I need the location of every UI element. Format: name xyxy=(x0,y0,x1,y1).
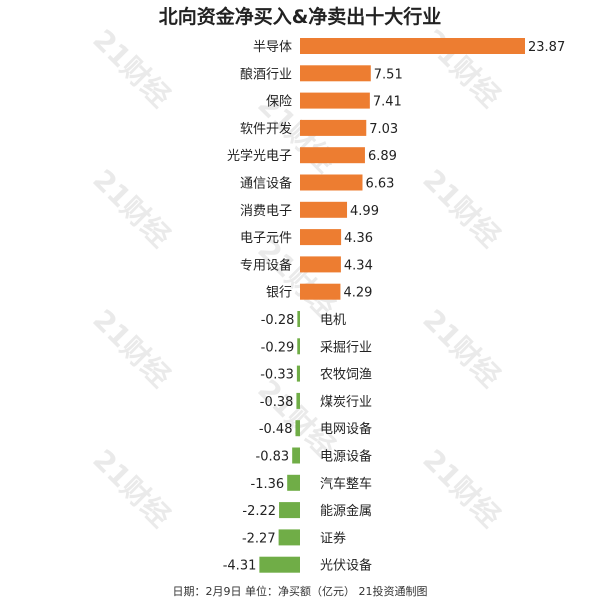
value-label-16: -1.36 xyxy=(251,477,285,492)
bar-16 xyxy=(287,474,300,491)
value-label-10: -0.28 xyxy=(261,313,295,328)
category-label-14: 电网设备 xyxy=(320,421,372,437)
watermark-logo: 21财经 xyxy=(416,303,506,393)
value-label-3: 7.03 xyxy=(369,122,398,137)
category-label-11: 采掘行业 xyxy=(320,340,372,355)
watermark-logo: 21财经 xyxy=(416,443,506,533)
watermark-logo: 21财经 xyxy=(86,163,176,253)
bar-8 xyxy=(300,256,341,273)
watermark-logo: 21财经 xyxy=(86,303,176,393)
category-label-10: 电机 xyxy=(320,313,346,328)
bar-19 xyxy=(259,556,300,573)
category-label-18: 证券 xyxy=(320,530,346,546)
category-label-5: 通信设备 xyxy=(240,176,292,192)
bar-15 xyxy=(292,447,300,464)
value-label-19: -4.31 xyxy=(223,559,257,574)
value-label-9: 4.29 xyxy=(343,286,372,301)
bar-2 xyxy=(300,92,370,109)
bar-18 xyxy=(278,529,300,546)
watermark-logo: 21财经 xyxy=(416,163,506,253)
category-label-1: 酿酒行业 xyxy=(240,66,292,82)
value-label-18: -2.27 xyxy=(242,531,276,546)
bar-6 xyxy=(300,201,348,218)
value-label-0: 23.87 xyxy=(528,40,565,55)
bar-0 xyxy=(300,38,525,54)
value-label-13: -0.38 xyxy=(260,395,294,410)
category-label-4: 光学光电子 xyxy=(227,148,292,164)
category-label-17: 能源金属 xyxy=(320,503,372,519)
bar-5 xyxy=(300,174,363,191)
bar-10 xyxy=(297,311,300,327)
category-label-15: 电源设备 xyxy=(320,449,372,465)
category-label-0: 半导体 xyxy=(253,40,292,55)
value-label-12: -0.33 xyxy=(260,368,294,383)
bar-7 xyxy=(300,229,342,246)
value-label-1: 7.51 xyxy=(374,67,403,82)
value-label-11: -0.29 xyxy=(261,340,295,355)
value-label-6: 4.99 xyxy=(350,204,379,219)
value-label-8: 4.34 xyxy=(344,258,373,273)
watermark-logo: 21财经 xyxy=(416,23,506,113)
value-label-14: -0.48 xyxy=(259,422,293,437)
bar-9 xyxy=(300,283,341,300)
category-label-8: 专用设备 xyxy=(240,257,292,273)
bar-11 xyxy=(297,338,300,355)
category-label-12: 农牧饲渔 xyxy=(320,368,372,383)
value-label-15: -0.83 xyxy=(256,450,290,465)
category-label-7: 电子元件 xyxy=(240,231,292,246)
chart-title: 北向资金净买入&净卖出十大行业 xyxy=(158,6,442,28)
watermark-logo: 21财经 xyxy=(86,23,176,113)
category-label-16: 汽车整车 xyxy=(320,476,372,492)
bar-12 xyxy=(296,365,300,382)
value-label-5: 6.63 xyxy=(365,177,394,192)
watermark-logo: 21财经 xyxy=(251,233,341,323)
category-label-3: 软件开发 xyxy=(240,121,292,137)
category-label-9: 银行 xyxy=(266,286,292,301)
value-label-17: -2.22 xyxy=(242,504,276,519)
bar-1 xyxy=(300,65,371,82)
value-label-7: 4.36 xyxy=(344,231,373,246)
category-label-19: 光伏设备 xyxy=(320,558,372,574)
value-label-2: 7.41 xyxy=(373,95,402,110)
category-label-13: 煤炭行业 xyxy=(320,395,372,410)
chart-footer: 日期：2月9日 单位：净买额（亿元） 21投资通制图 xyxy=(172,585,428,598)
value-label-4: 6.89 xyxy=(368,149,397,164)
bar-4 xyxy=(300,147,365,164)
bar-17 xyxy=(279,502,300,519)
bar-3 xyxy=(300,119,367,136)
watermark-logo: 21财经 xyxy=(86,443,176,533)
bar-13 xyxy=(296,392,300,409)
category-label-2: 保险 xyxy=(266,95,292,110)
bar-14 xyxy=(295,420,300,437)
category-label-6: 消费电子 xyxy=(240,204,292,219)
